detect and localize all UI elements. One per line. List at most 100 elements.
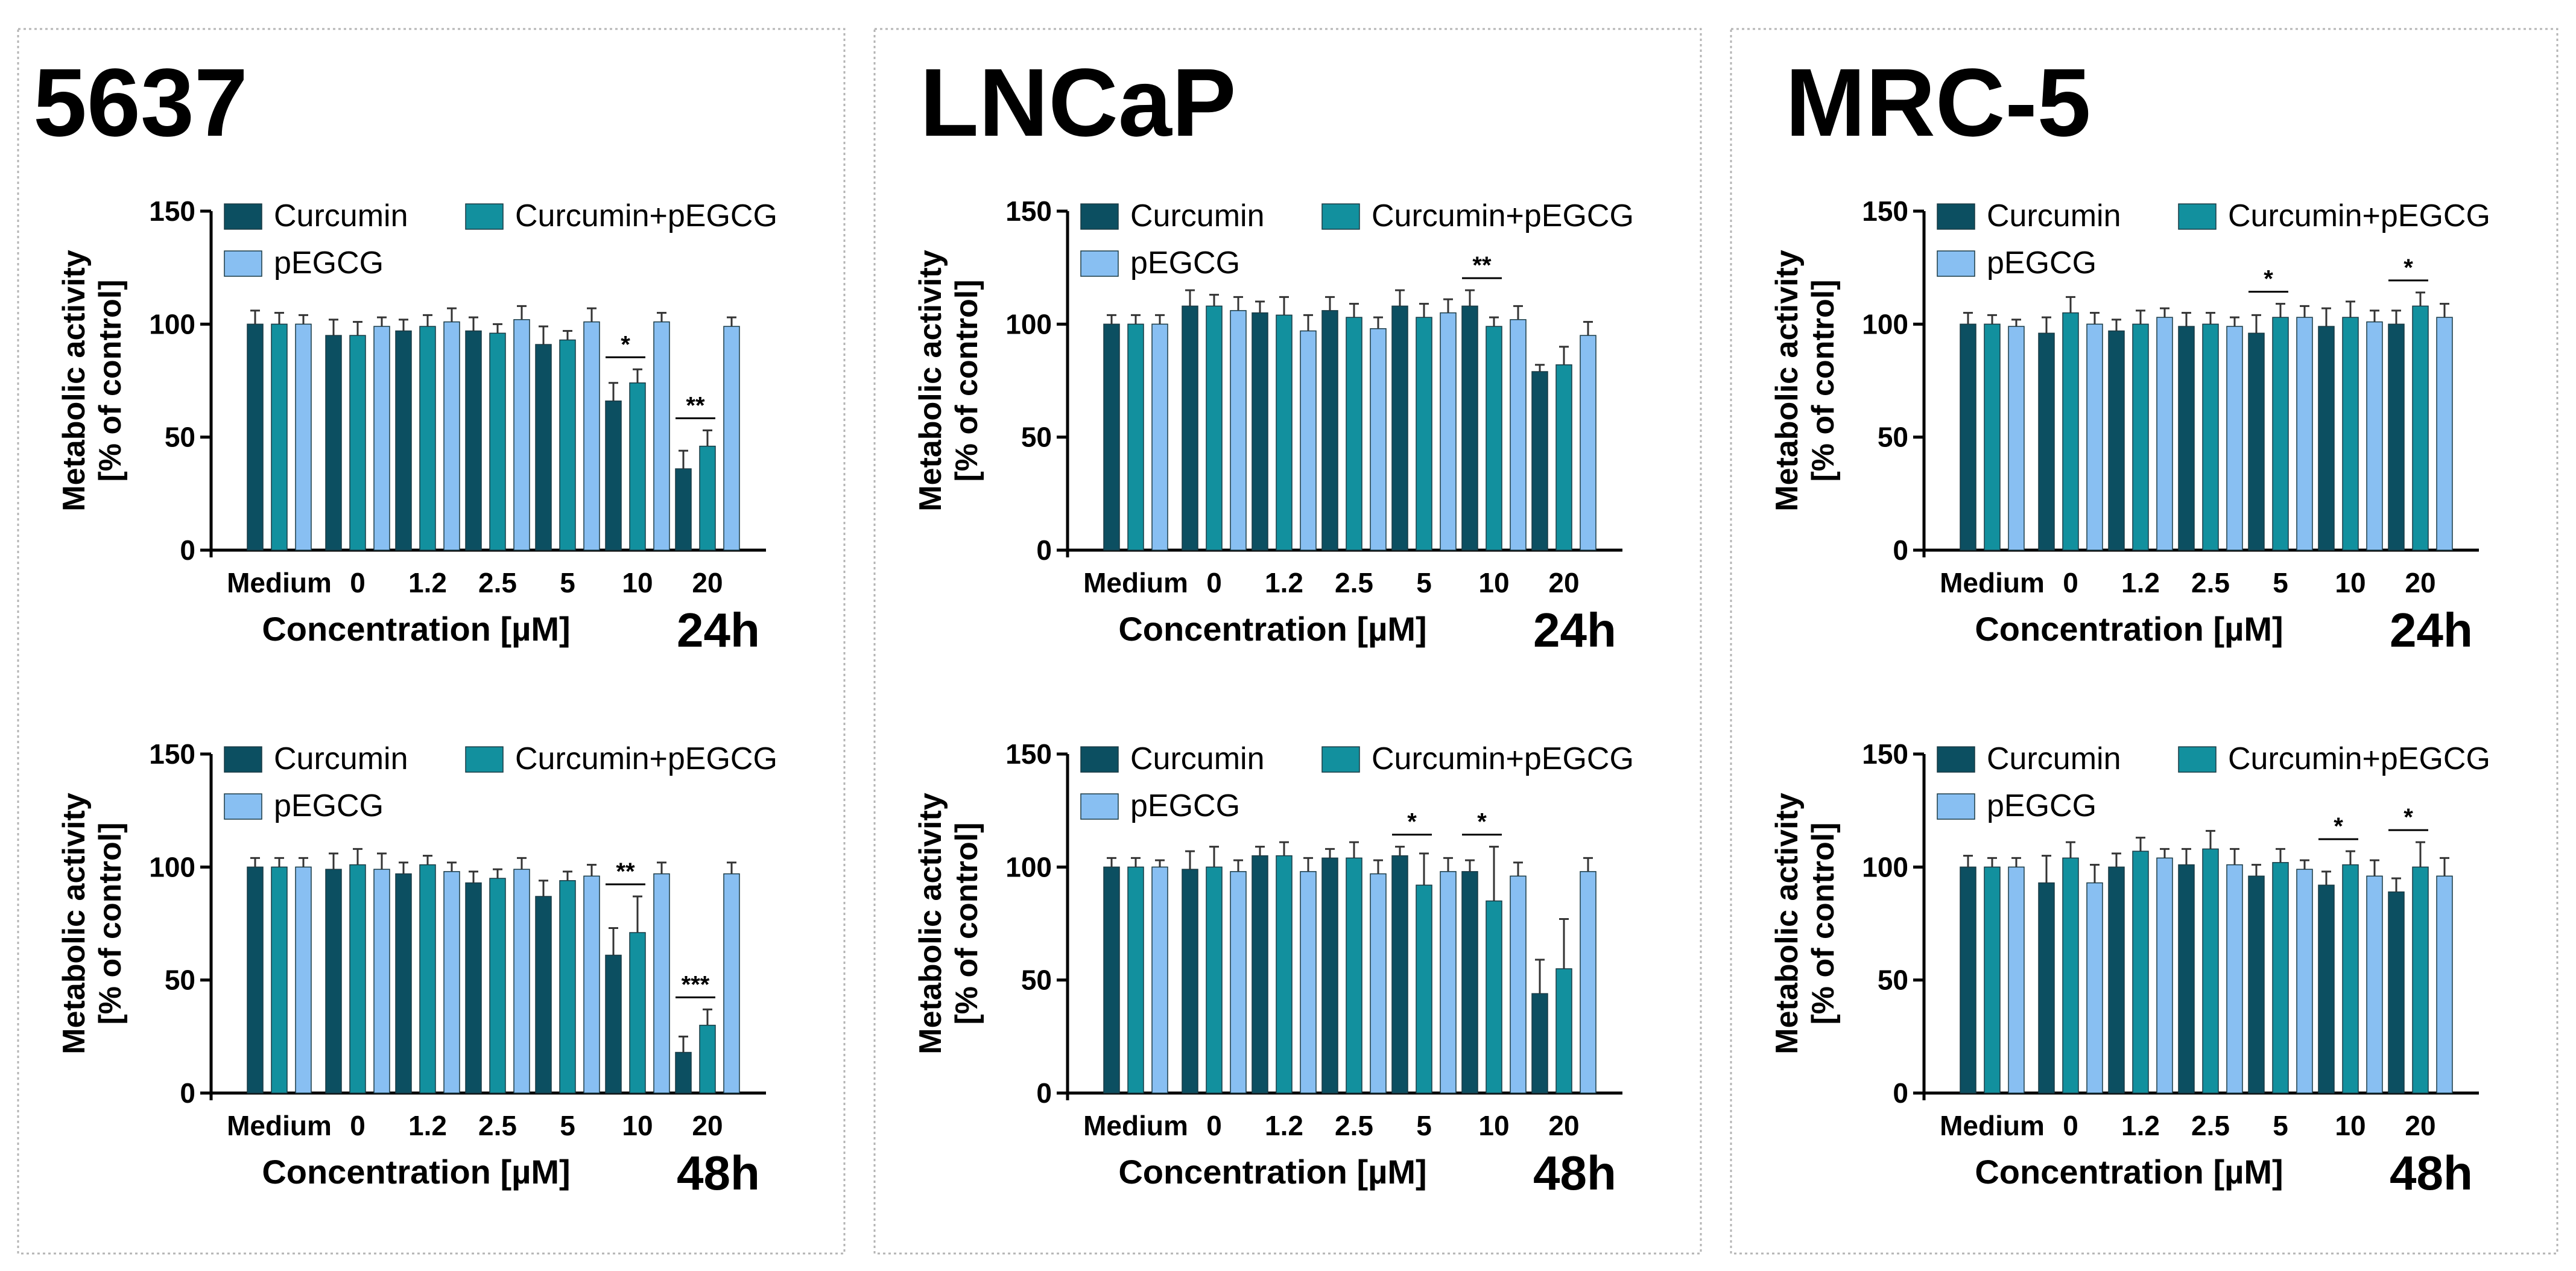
bar [1230,871,1247,1094]
bar [443,871,460,1094]
legend-label: Curcumin+pEGCG [515,198,777,233]
y-tick-label: 0 [1893,534,1908,566]
bar [1127,323,1144,551]
x-tick-label: 0 [350,1110,366,1141]
bar [1440,871,1457,1094]
bar [2178,864,2195,1094]
bar [1300,871,1317,1094]
x-tick-label: 5 [560,567,575,598]
x-tick-label: 10 [2335,1110,2366,1141]
bar [1206,305,1223,551]
x-tick-label: 1.2 [408,567,447,598]
panel-title: LNCaP [920,48,1236,156]
bar [2412,305,2429,551]
bar [1182,305,1198,551]
x-tick-label: 1.2 [408,1110,447,1141]
time-label: 24h [677,603,760,657]
bar [559,880,576,1094]
panel-border [1730,28,2559,1255]
y-tick-label: 50 [1021,422,1052,453]
significance-label: * [1477,809,1487,835]
bar [2038,882,2055,1094]
bar [699,1024,716,1094]
bar [2296,869,2313,1094]
bar [1252,855,1268,1094]
x-tick-label: 10 [2335,567,2366,598]
legend-label: Curcumin [274,741,408,776]
bar [2388,323,2405,551]
bar [1580,871,1597,1094]
legend-swatch [224,203,262,230]
legend-label: pEGCG [274,788,384,823]
x-tick-label: 5 [1416,567,1432,598]
x-tick-label: 0 [1206,1110,1222,1141]
legend-label: Curcumin+pEGCG [515,741,777,776]
time-label: 48h [1533,1146,1616,1200]
y-axis-label: Metabolic activity [57,793,92,1054]
bar [2436,875,2453,1094]
significance-label: * [2264,266,2273,293]
bar [247,866,264,1094]
bar [1300,330,1317,551]
legend-label: Curcumin [1130,741,1265,776]
legend-swatch [1937,793,1975,820]
y-tick-label: 100 [1862,308,1908,340]
legend-label: Curcumin+pEGCG [2228,198,2490,233]
bar [1486,326,1502,551]
legend-label: pEGCG [1130,246,1240,281]
x-tick-label: 10 [1478,567,1509,598]
legend-label: Curcumin+pEGCG [1372,198,1634,233]
x-tick-label: 20 [2405,567,2435,598]
legend-swatch [1080,746,1119,773]
x-tick-label: 1.2 [2121,1110,2160,1141]
bar [2436,317,2453,551]
bar [2178,326,2195,551]
bar [325,335,342,551]
x-tick-label: 2.5 [1335,567,1373,598]
x-tick-label: 2.5 [2191,567,2230,598]
x-tick-label: 0 [350,567,366,598]
bar [373,869,390,1094]
bar [629,382,646,551]
x-axis-label: Concentration [µM] [262,1153,570,1191]
y-tick-label: 100 [1862,851,1908,883]
bar [2318,326,2335,551]
x-tick-label: 1.2 [1265,1110,1303,1141]
bar [2342,317,2359,551]
legend-label: Curcumin [1987,741,2121,776]
bar [723,326,740,551]
bar [2108,330,2125,551]
bar [1391,305,1408,551]
bar [1461,871,1478,1094]
significance-label: * [2404,804,2413,831]
x-tick-label: Medium [1083,1110,1188,1141]
bar [1440,312,1457,551]
panel-title: MRC-5 [1785,48,2091,156]
y-axis-label: [% of control] [1806,279,1841,481]
bar [1321,857,1338,1094]
bar [675,1051,692,1094]
y-axis-label: [% of control] [93,279,128,481]
bar [1531,371,1548,551]
bar [1531,993,1548,1094]
x-tick-label: 5 [2273,567,2288,598]
y-tick-label: 0 [1893,1077,1908,1109]
bar [1370,328,1387,551]
bar [675,468,692,551]
x-axis-label: Concentration [µM] [262,610,570,648]
bar [723,873,740,1094]
x-tick-label: 5 [1416,1110,1432,1141]
y-tick-label: 150 [1005,738,1052,770]
bar [271,323,288,551]
x-tick-label: Medium [1940,567,2045,598]
y-tick-label: 150 [1005,195,1052,227]
bar [1276,855,1293,1094]
bar [1151,866,1168,1094]
x-tick-label: 2.5 [1335,1110,1373,1141]
x-tick-label: 1.2 [1265,567,1303,598]
bar [2062,857,2079,1094]
